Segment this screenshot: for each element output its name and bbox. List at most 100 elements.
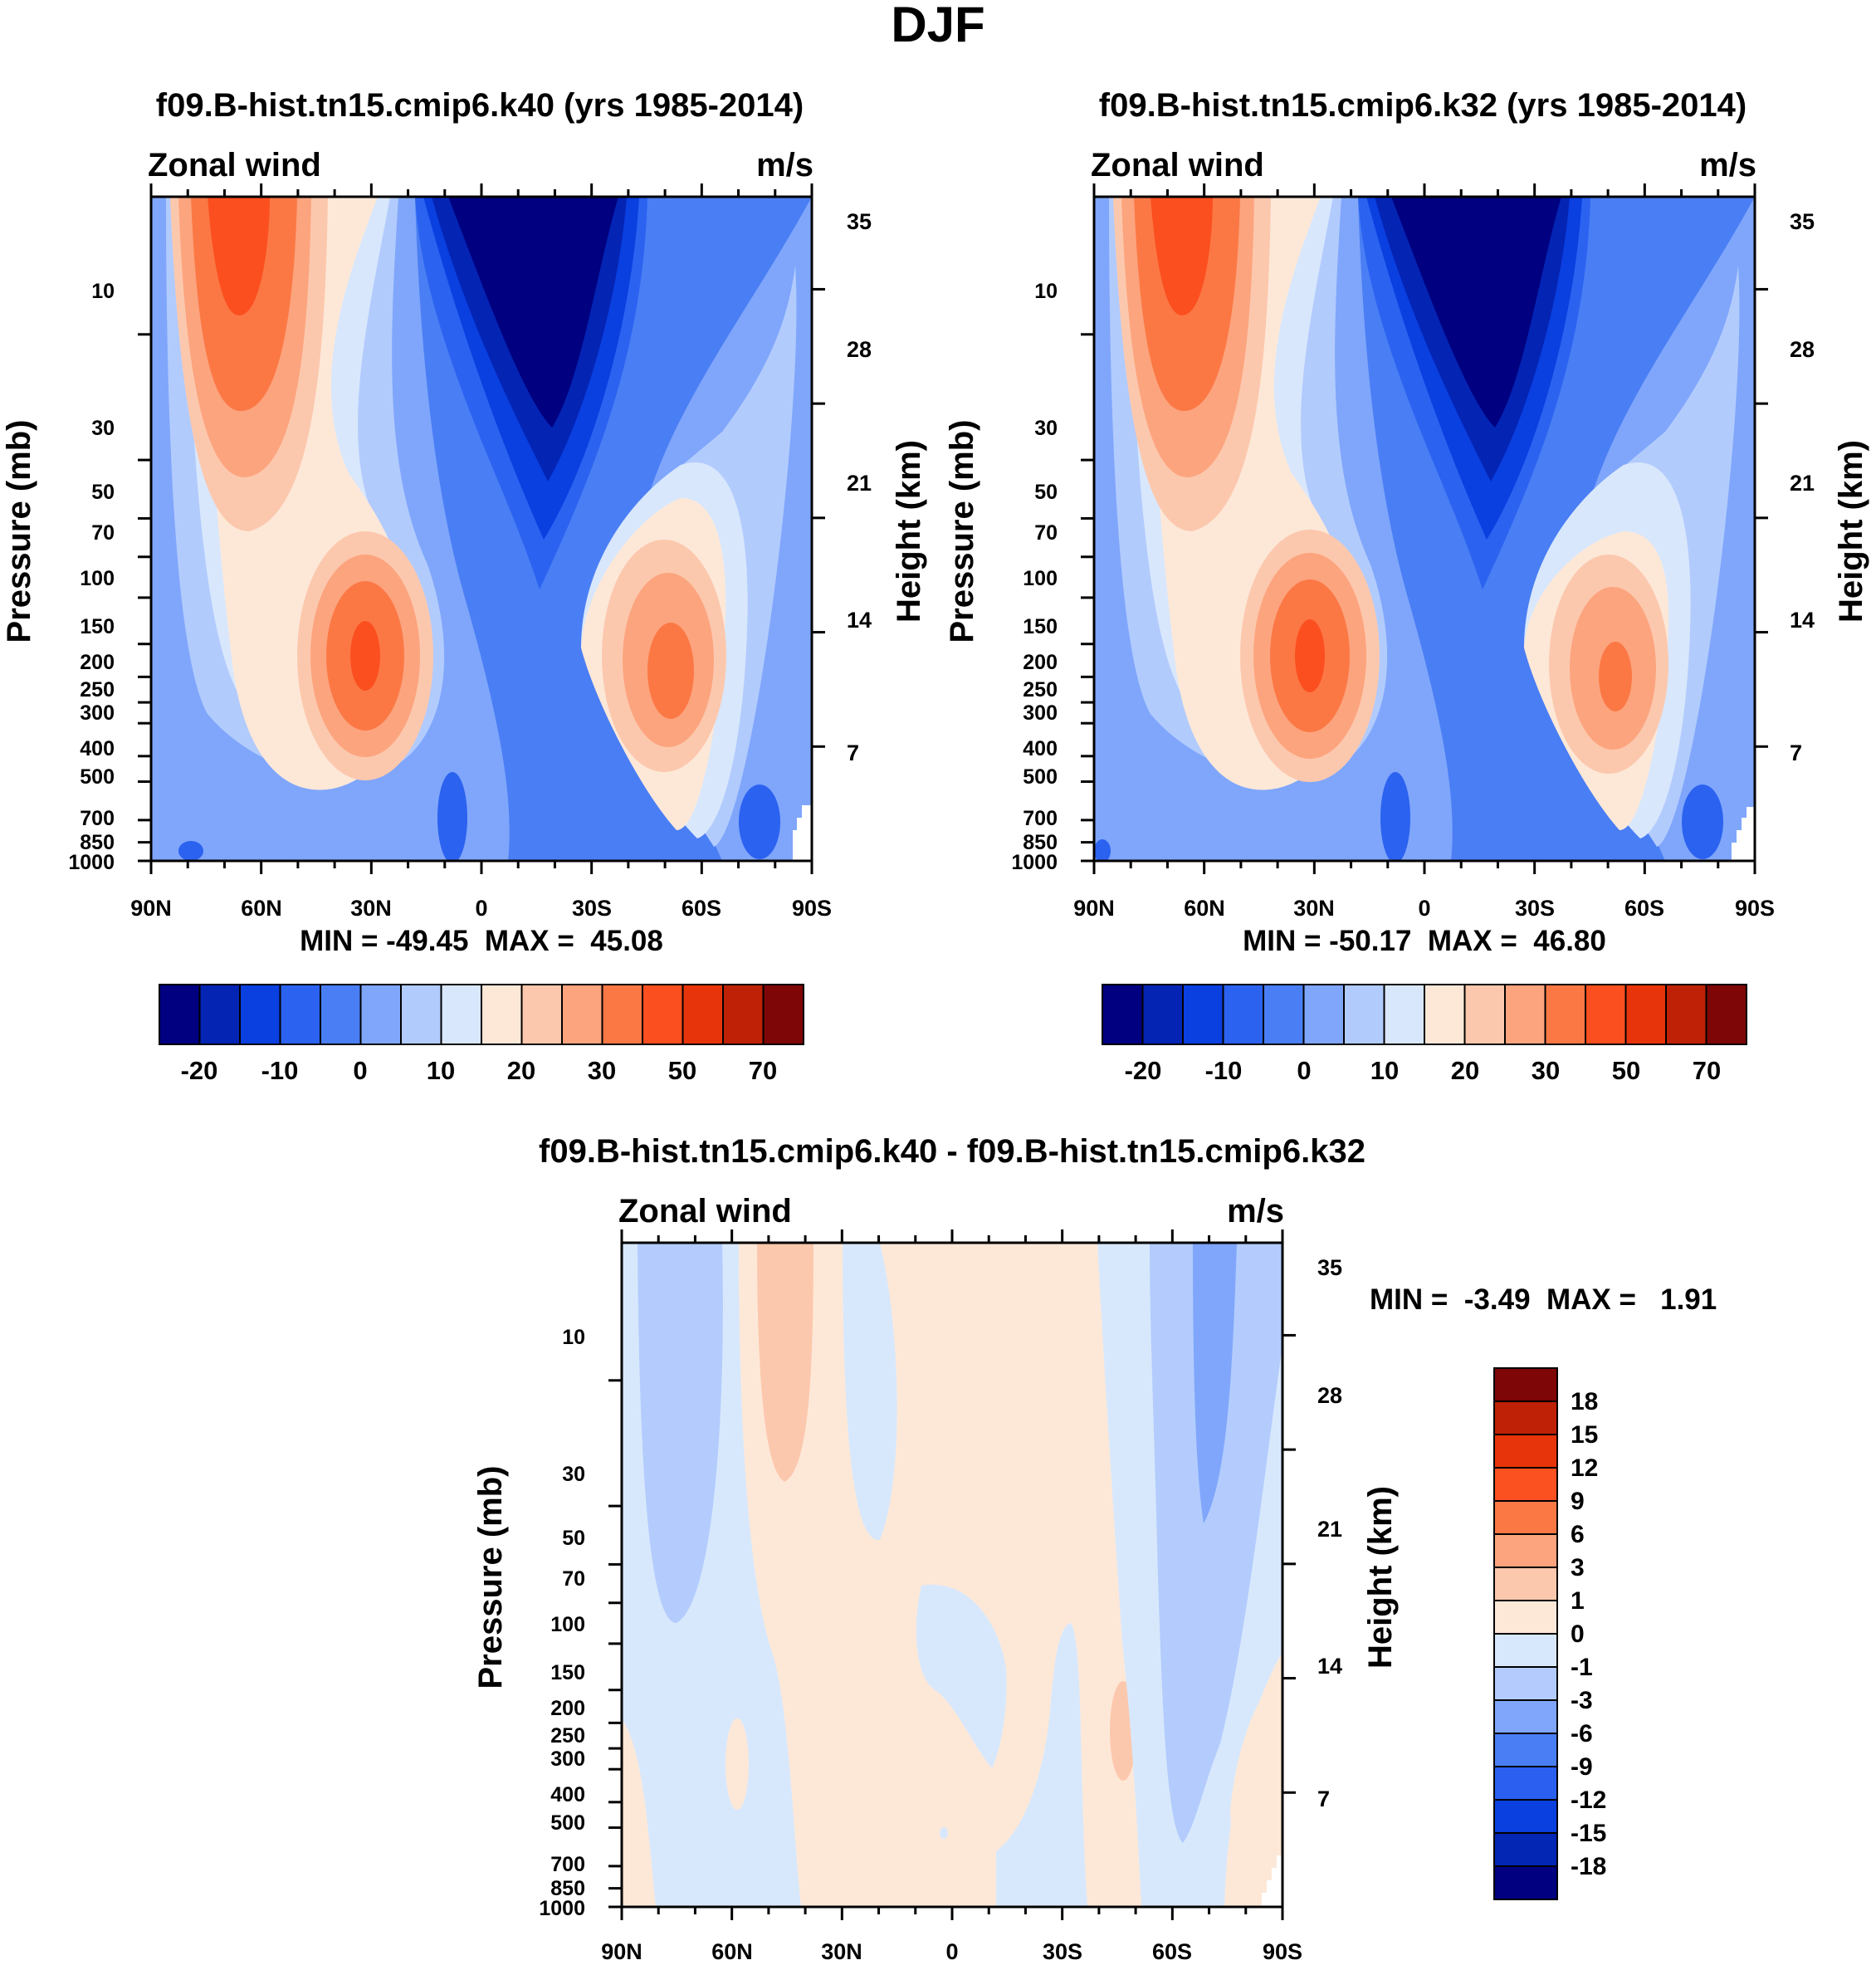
colorbar [159, 984, 804, 1045]
colorbar-tick-label: 6 [1571, 1521, 1585, 1548]
colorbar-tick-label: -20 [181, 1056, 218, 1085]
x-tick-label: 60N [711, 1939, 753, 1964]
colorbar-swatch [1705, 984, 1747, 1045]
y-tick-label: 100 [1023, 567, 1058, 590]
contour-band-tropical-negative-2 [916, 1584, 1007, 1768]
min-max-stats: MIN = -49.45 MAX = 45.08 [300, 925, 663, 957]
colorbar-swatch [481, 984, 523, 1045]
y-tick-label: 500 [550, 1811, 585, 1835]
y-tick-label: 500 [1023, 765, 1058, 789]
y2-axis-title: Height (km) [1362, 1486, 1399, 1669]
colorbar-swatch [198, 984, 241, 1045]
contour-field [151, 197, 812, 861]
contour-band-sh-negative-2 [1150, 1243, 1282, 1843]
y-tick-label: 400 [550, 1783, 585, 1806]
x-tick-label: 60S [682, 896, 721, 921]
field-label: Zonal wind [618, 1193, 792, 1229]
y-tick-label: 250 [1023, 678, 1058, 701]
y-tick-label: 700 [80, 807, 115, 830]
colorbar-swatch [1222, 984, 1264, 1045]
colorbar-tick-label: 70 [1693, 1056, 1721, 1085]
colorbar-swatch [1424, 984, 1466, 1045]
x-tick-label: 90S [1735, 896, 1775, 921]
colorbar-swatch [1343, 984, 1385, 1045]
colorbar-swatch [359, 984, 402, 1045]
colorbar-tick-label: 3 [1571, 1554, 1585, 1581]
colorbar-swatch [1504, 984, 1546, 1045]
colorbar-swatch [1493, 1400, 1558, 1435]
colorbar-swatch [1102, 984, 1144, 1045]
x-tick-label: 60N [241, 896, 282, 921]
y-tick-label: 70 [1034, 521, 1058, 545]
contour-band-nh-lower-bump [725, 1718, 749, 1810]
colorbar-swatch [682, 984, 724, 1045]
y-tick-label: 30 [91, 417, 115, 440]
y-tick-label: 50 [562, 1527, 585, 1550]
y2-tick-label: 35 [847, 209, 872, 234]
contour-band-nh-subtropical-jet-4 [1295, 619, 1325, 692]
colorbar-swatch [1493, 1467, 1558, 1502]
colorbar-tick-label: 30 [588, 1056, 616, 1085]
x-tick-label: 0 [475, 896, 487, 921]
y-tick-label: 200 [80, 651, 115, 674]
colorbar-tick-label: 0 [353, 1056, 367, 1085]
contour-field [622, 1243, 1282, 1907]
y2-tick-label: 7 [1790, 741, 1802, 765]
missing-data-region [793, 805, 812, 861]
contour-band-polar-jet-4 [208, 197, 270, 315]
colorbar-swatch [1141, 984, 1184, 1045]
colorbar-swatch [1493, 1533, 1558, 1568]
y-tick-label: 850 [550, 1877, 585, 1900]
y-tick-label: 400 [1023, 737, 1058, 760]
contour-band-surface-1 [437, 772, 467, 861]
colorbar-swatch [400, 984, 442, 1045]
x-tick-label: 30S [1043, 1939, 1082, 1964]
y-tick-label: 700 [550, 1853, 585, 1876]
x-tick-label: 90N [1073, 896, 1115, 921]
y-tick-label: 50 [91, 481, 115, 504]
colorbar-tick-label: 0 [1297, 1056, 1311, 1085]
colorbar-tick-label: 20 [1451, 1056, 1479, 1085]
x-tick-label: 0 [1418, 896, 1430, 921]
colorbar-tick-label: 10 [1370, 1056, 1399, 1085]
contour-band-surface-3 [1094, 839, 1111, 861]
y-tick-label: 150 [80, 615, 115, 638]
colorbar-tick-label: -9 [1571, 1753, 1593, 1781]
colorbar-swatch [159, 984, 201, 1045]
x-tick-label: 90S [1263, 1939, 1302, 1964]
colorbar-tick-label: -10 [261, 1056, 299, 1085]
y-tick-label: 300 [550, 1747, 585, 1771]
missing-data-region [1262, 1855, 1282, 1907]
x-tick-label: 30N [821, 1939, 862, 1964]
x-tick-label: 90N [130, 896, 172, 921]
y-tick-label: 200 [550, 1697, 585, 1720]
missing-data-region [1732, 807, 1755, 861]
colorbar-tick-label: -15 [1571, 1820, 1606, 1847]
colorbar-swatch [1493, 1799, 1558, 1834]
colorbar-tick-label: 0 [1571, 1620, 1585, 1648]
colorbar-tick-label: -18 [1571, 1853, 1606, 1880]
y-axis-title: Pressure (mb) [1, 420, 37, 643]
y-tick-label: 1000 [1011, 851, 1058, 874]
y2-tick-label: 28 [1790, 337, 1815, 362]
y-tick-label: 700 [1023, 807, 1058, 830]
x-tick-label: 30N [1293, 896, 1335, 921]
colorbar-tick-label: -12 [1571, 1787, 1606, 1814]
colorbar-tick-label: 70 [749, 1056, 777, 1085]
colorbar-swatch [440, 984, 482, 1045]
colorbar-tick-label: 9 [1571, 1488, 1585, 1515]
field-label: Zonal wind [1091, 147, 1264, 183]
contour-band-surface-1 [1380, 772, 1410, 861]
contour-band-nh-subtropical-jet-4 [350, 621, 380, 691]
figure-title: DJF [891, 0, 984, 52]
y-tick-label: 250 [80, 678, 115, 701]
y-tick-label: 150 [550, 1661, 585, 1684]
y-tick-label: 10 [562, 1326, 585, 1349]
y2-tick-label: 7 [1317, 1787, 1330, 1811]
y-tick-label: 10 [1034, 280, 1058, 303]
y-tick-label: 250 [550, 1724, 585, 1747]
panel-title: f09.B-hist.tn15.cmip6.k40 - f09.B-hist.t… [539, 1133, 1365, 1170]
colorbar-swatch [1493, 1699, 1558, 1734]
min-max-stats: MIN = -3.49 MAX = 1.91 [1370, 1283, 1717, 1316]
